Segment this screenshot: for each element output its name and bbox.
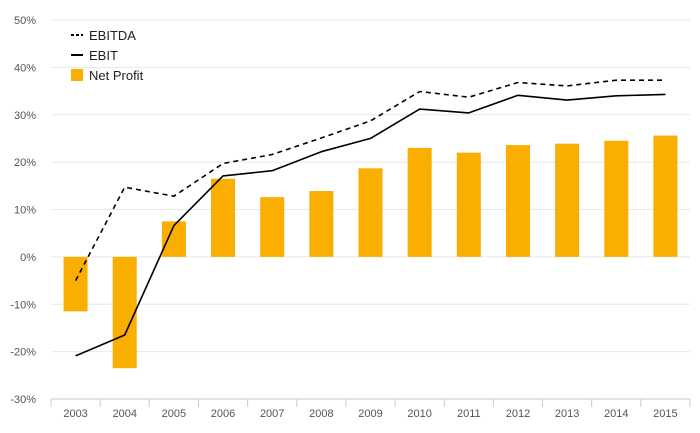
y-tick-label: -30% xyxy=(10,394,36,406)
net-profit-bar xyxy=(653,135,678,257)
x-tick-label: 2005 xyxy=(162,408,186,420)
net-profit-bar xyxy=(555,143,580,257)
net-profit-bar xyxy=(456,152,481,257)
ebitda-line xyxy=(74,79,666,281)
net-profit-bars xyxy=(63,135,678,369)
y-tick-label: 20% xyxy=(14,157,36,169)
legend-swatch xyxy=(71,69,83,81)
y-tick-label: 40% xyxy=(14,62,36,74)
x-tick-label: 2004 xyxy=(112,408,136,420)
legend-label: EBIT xyxy=(89,48,118,63)
net-profit-bar xyxy=(112,256,137,369)
net-profit-bar xyxy=(211,178,236,257)
net-profit-bar xyxy=(63,256,88,312)
y-tick-label: 30% xyxy=(14,110,36,122)
x-tick-label: 2012 xyxy=(506,408,530,420)
net-profit-bar xyxy=(309,191,334,257)
y-tick-label: 50% xyxy=(14,15,36,27)
y-tick-label: 0% xyxy=(20,252,36,264)
x-tick-label: 2013 xyxy=(555,408,579,420)
line-series xyxy=(74,79,666,357)
x-tick-label: 2010 xyxy=(407,408,431,420)
y-tick-label: 10% xyxy=(14,205,36,217)
legend-item-ebitda: EBITDA xyxy=(71,28,136,43)
legend-label: EBITDA xyxy=(89,28,136,43)
net-profit-bar xyxy=(260,197,285,257)
x-tick-label: 2009 xyxy=(358,408,382,420)
net-profit-bar xyxy=(604,140,629,257)
legend: EBITDA EBIT Net Profit xyxy=(71,28,144,83)
ebit-line xyxy=(75,93,666,357)
net-profit-bar xyxy=(407,147,432,257)
x-tick-label: 2008 xyxy=(309,408,333,420)
legend-item-ebit: EBIT xyxy=(71,48,118,63)
legend-item-net-profit: Net Profit xyxy=(71,68,144,83)
net-profit-bar xyxy=(358,168,383,257)
x-tick-label: 2003 xyxy=(63,408,87,420)
net-profit-bar xyxy=(505,145,530,257)
legend-label: Net Profit xyxy=(89,68,144,83)
x-tick-label: 2014 xyxy=(604,408,628,420)
x-tick-label: 2007 xyxy=(260,408,284,420)
x-tick-label: 2006 xyxy=(211,408,235,420)
y-tick-label: -10% xyxy=(10,299,36,311)
x-tick-label: 2015 xyxy=(653,408,677,420)
y-tick-label: -20% xyxy=(10,347,36,359)
x-tick-label: 2011 xyxy=(457,408,481,420)
axes: -30% -20% -10% 0% 10% 20% 30% 40% 50% 2003 2004 200… xyxy=(10,15,691,420)
